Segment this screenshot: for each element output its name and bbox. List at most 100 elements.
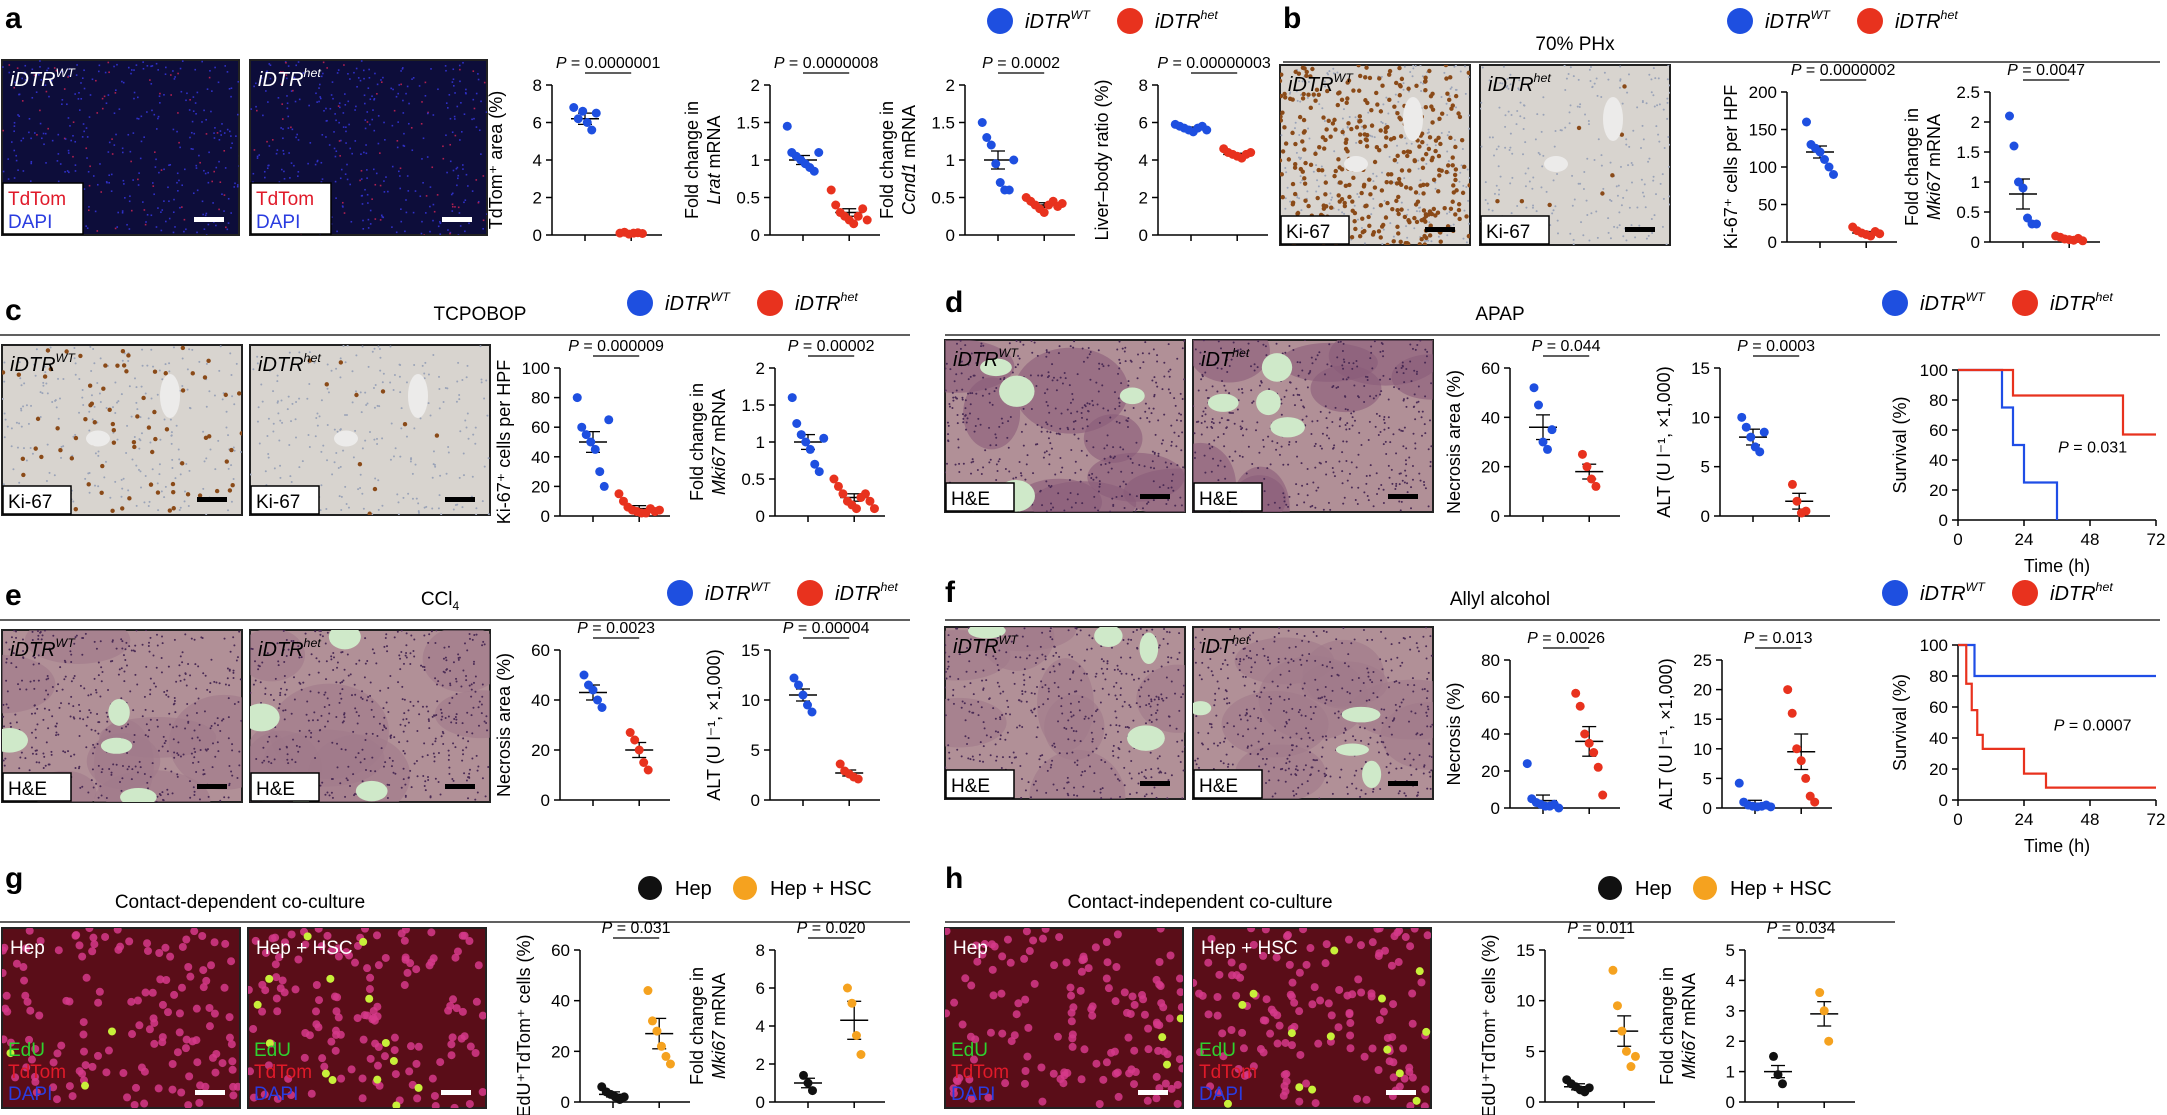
- micrograph-image: iDTRhet Ki-67: [249, 344, 491, 516]
- data-point: [614, 489, 624, 499]
- legend-label: iDTRhet: [835, 580, 898, 605]
- micrograph-image: iDTRhet Ki-67: [1479, 64, 1671, 246]
- p-value: P = 0.0000008: [774, 55, 879, 72]
- x-tick-label: 0: [1953, 810, 1962, 829]
- y-tick-label: 80: [1929, 391, 1948, 410]
- y-tick-label: 8: [1139, 76, 1148, 95]
- image-title: iDTRWT: [953, 633, 1019, 658]
- data-point: [1554, 803, 1564, 813]
- chart-d1: 0 20 40 60 Necrosis area (%) P = 0.044: [1444, 338, 1620, 526]
- y-tick-label: 4: [756, 1017, 765, 1036]
- y-tick-label: 5: [1703, 769, 1712, 788]
- y-tick-label: 0: [1701, 507, 1710, 526]
- legend-label: iDTRWT: [1025, 8, 1091, 33]
- y-tick-label: 0: [751, 226, 760, 245]
- micrograph-image: iDThet H&E: [1192, 339, 1434, 513]
- legend-marker: [987, 8, 1013, 34]
- legend-label: Hep + HSC: [770, 878, 872, 900]
- data-point: [1819, 1006, 1829, 1016]
- chart-a4: 0 2 4 6 8 Liver–body ratio (%) P = 0.00000003: [1092, 55, 1271, 245]
- scale-bar: [1388, 781, 1418, 786]
- y-tick-label: 8: [533, 76, 542, 95]
- data-point: [1584, 1083, 1594, 1093]
- y-axis-label: Fold change in: [877, 101, 897, 219]
- p-value: P = 0.0023: [577, 620, 655, 637]
- survival-curve: [1958, 643, 2156, 678]
- panel-letter: g: [5, 862, 23, 895]
- y-axis-label: Mki67 mRNA: [1679, 973, 1699, 1079]
- data-point: [1801, 773, 1811, 783]
- y-tick-label: 150: [1749, 121, 1777, 140]
- data-point: [1529, 383, 1539, 393]
- image-title: Hep + HSC: [1201, 938, 1298, 959]
- data-point: [1004, 185, 1014, 195]
- data-point: [2005, 111, 2014, 121]
- legend-marker: [1693, 876, 1717, 900]
- data-point: [809, 166, 819, 176]
- panel-letter: e: [5, 579, 22, 612]
- micrograph-image: iDThet H&E: [1192, 626, 1434, 800]
- stain-label-box: [1480, 215, 1550, 245]
- chart-f3: 0 20 40 60 80 100 0 24 48 72 Time (h) Survival (%) P…: [1890, 636, 2165, 856]
- stain-label: H&E: [8, 779, 47, 800]
- data-point: [787, 393, 797, 403]
- legend-marker: [1882, 580, 1908, 606]
- scale-bar: [1140, 494, 1170, 499]
- data-point: [590, 444, 600, 454]
- image-title: Hep: [10, 938, 45, 959]
- stain-label-box: [250, 485, 320, 515]
- y-tick-label: 1.5: [736, 114, 760, 133]
- data-point: [1626, 1062, 1636, 1072]
- y-tick-label: 40: [1929, 451, 1948, 470]
- data-point: [1810, 797, 1820, 807]
- data-point: [1009, 155, 1019, 165]
- data-point: [1534, 400, 1543, 410]
- y-axis-label: Fold change in: [1902, 108, 1922, 226]
- chart-a1: 0 2 4 6 8 TdTom⁺ area (%) P = 0.0000001: [486, 55, 662, 245]
- scale-bar: [1140, 781, 1170, 786]
- stain-label: H&E: [951, 489, 990, 510]
- stain-label-box: [945, 769, 1015, 799]
- y-tick-label: 60: [1481, 688, 1500, 707]
- stain-label: EdU: [8, 1040, 45, 1061]
- y-tick-label: 40: [531, 691, 550, 710]
- y-tick-label: 60: [551, 941, 570, 960]
- data-point: [588, 685, 598, 695]
- data-point: [625, 728, 635, 737]
- data-point: [860, 489, 870, 499]
- image-title: iDTRWT: [1288, 71, 1354, 96]
- p-value: P = 0.013: [1744, 630, 1813, 647]
- chart-e2: 0 5 10 15 ALT (U l⁻¹, ×1,000) P = 0.00004: [704, 620, 880, 810]
- chart-d3: 0 20 40 60 80 100 0 24 48 72 Time (h) Survival (%) P…: [1890, 361, 2165, 576]
- panel-letter: a: [5, 2, 22, 35]
- legend-label: iDTRWT: [665, 290, 731, 315]
- stain-label: DAPI: [8, 1084, 52, 1105]
- data-point: [782, 121, 792, 131]
- scale-bar: [1386, 1090, 1416, 1095]
- y-tick-label: 40: [531, 448, 550, 467]
- y-tick-label: 2: [1139, 189, 1148, 208]
- chart-f2: 0 5 10 15 20 25 ALT (U l⁻¹, ×1,000) P = 0.013: [1656, 630, 1832, 818]
- data-point: [1608, 965, 1618, 975]
- image-texture: [1480, 65, 1670, 245]
- data-point: [1575, 701, 1585, 711]
- legend-marker: [627, 290, 653, 316]
- data-point: [853, 774, 863, 784]
- data-point: [639, 758, 649, 767]
- data-point: [842, 983, 852, 993]
- chart-g1: 0 20 40 60 EdU⁺TdTom⁺ cells (%) P = 0.031: [514, 920, 690, 1115]
- x-tick-label: 48: [2081, 810, 2100, 829]
- y-tick-label: 0: [946, 226, 955, 245]
- y-tick-label: 0.5: [1956, 203, 1980, 222]
- y-tick-label: 20: [531, 741, 550, 760]
- y-tick-label: 2: [1971, 113, 1980, 132]
- survival-curve: [1958, 368, 2156, 436]
- y-tick-label: 2: [533, 189, 542, 208]
- panel-heading: 70% PHx: [1535, 34, 1615, 55]
- panel-heading: APAP: [1475, 304, 1524, 325]
- image-texture: [1193, 928, 1431, 1108]
- data-point: [665, 1059, 675, 1069]
- image-title: iDTRWT: [10, 351, 76, 376]
- stain-label: TdTom: [951, 1062, 1009, 1083]
